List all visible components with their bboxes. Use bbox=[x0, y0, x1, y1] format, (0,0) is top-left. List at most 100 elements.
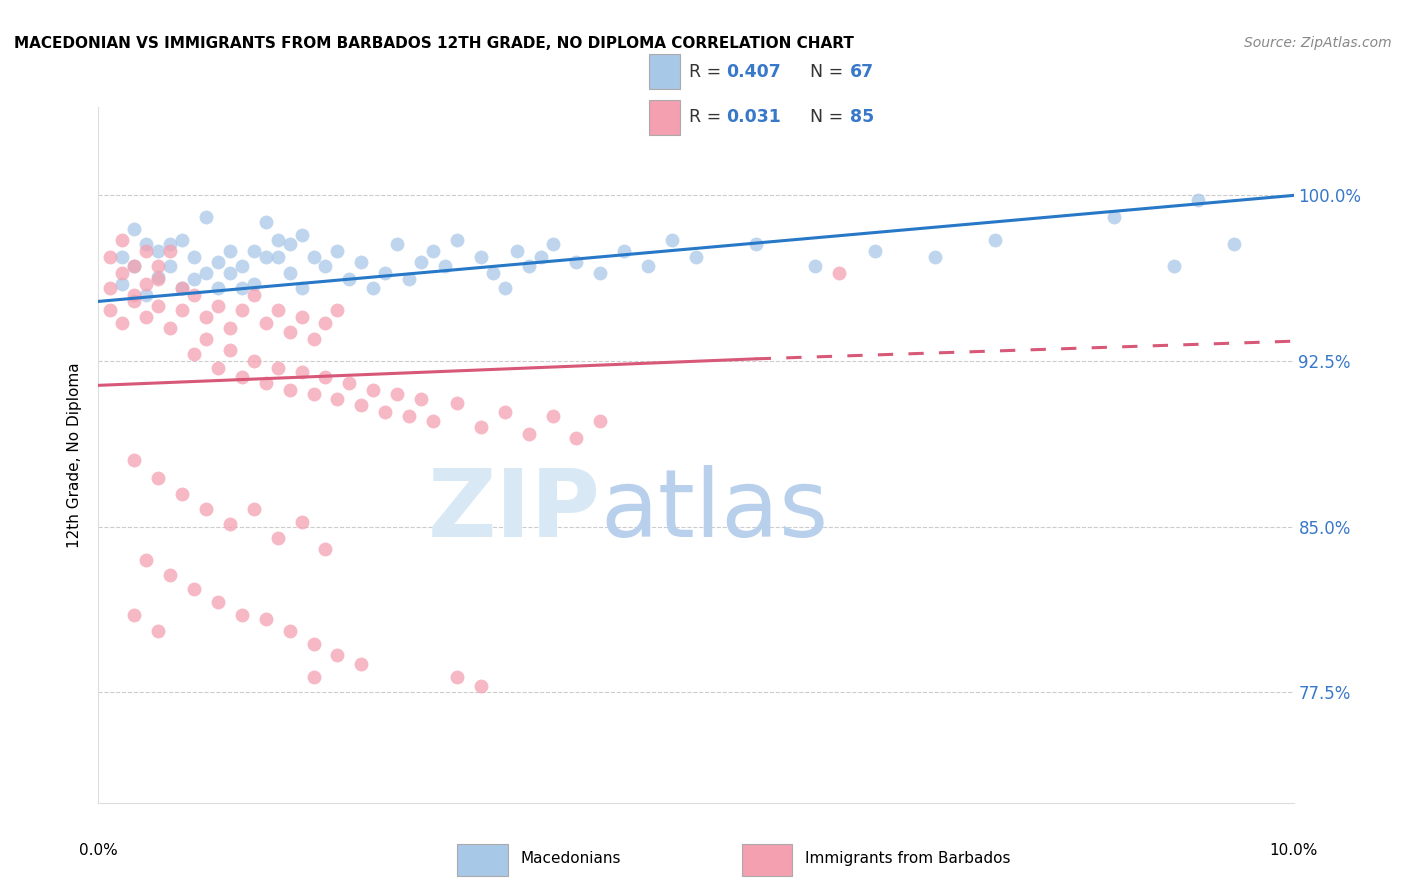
Point bbox=[315, 369, 337, 384]
Point bbox=[494, 405, 516, 419]
Point bbox=[231, 369, 253, 384]
Point bbox=[98, 250, 122, 264]
Point bbox=[326, 392, 349, 406]
Point bbox=[446, 670, 468, 684]
Text: R =: R = bbox=[689, 109, 727, 127]
Point bbox=[159, 244, 181, 258]
Text: 10.0%: 10.0% bbox=[1270, 843, 1317, 858]
Point bbox=[183, 582, 205, 596]
Point bbox=[243, 277, 266, 291]
Point bbox=[685, 250, 707, 264]
Point bbox=[517, 426, 540, 441]
Point bbox=[350, 398, 373, 412]
Point bbox=[865, 244, 887, 258]
Point bbox=[1223, 237, 1246, 252]
Point bbox=[111, 266, 134, 280]
Point bbox=[278, 266, 301, 280]
Point bbox=[159, 321, 181, 335]
Point bbox=[219, 266, 242, 280]
Point bbox=[111, 277, 134, 291]
FancyBboxPatch shape bbox=[650, 54, 681, 89]
Point bbox=[124, 608, 146, 623]
Point bbox=[350, 254, 373, 268]
Point bbox=[111, 317, 134, 331]
Point bbox=[291, 228, 314, 243]
Text: Immigrants from Barbados: Immigrants from Barbados bbox=[804, 851, 1011, 866]
Point bbox=[135, 237, 157, 252]
Text: Source: ZipAtlas.com: Source: ZipAtlas.com bbox=[1244, 36, 1392, 50]
Point bbox=[172, 233, 194, 247]
Point bbox=[195, 310, 218, 324]
Point bbox=[541, 409, 564, 424]
FancyBboxPatch shape bbox=[457, 844, 508, 876]
Point bbox=[219, 244, 242, 258]
Point bbox=[183, 347, 205, 361]
Point bbox=[231, 608, 253, 623]
Point bbox=[135, 287, 157, 301]
Point bbox=[470, 420, 492, 434]
Point bbox=[637, 259, 659, 273]
Point bbox=[183, 287, 205, 301]
Point bbox=[135, 244, 157, 258]
Point bbox=[530, 250, 553, 264]
Point bbox=[172, 281, 194, 295]
Point bbox=[470, 250, 492, 264]
Point bbox=[398, 272, 420, 286]
Point bbox=[254, 317, 277, 331]
Point bbox=[374, 266, 396, 280]
Point bbox=[172, 303, 194, 318]
Point bbox=[195, 211, 218, 225]
Point bbox=[302, 637, 325, 651]
Point bbox=[148, 259, 170, 273]
Point bbox=[267, 250, 290, 264]
Point bbox=[195, 266, 218, 280]
Point bbox=[135, 310, 157, 324]
Text: 67: 67 bbox=[851, 62, 875, 80]
Point bbox=[565, 431, 588, 445]
Point bbox=[385, 237, 409, 252]
Point bbox=[470, 679, 492, 693]
Point bbox=[315, 317, 337, 331]
Point bbox=[278, 237, 301, 252]
Point bbox=[422, 414, 444, 428]
Point bbox=[315, 541, 337, 556]
Point bbox=[302, 387, 325, 401]
Point bbox=[984, 233, 1007, 247]
Point bbox=[267, 531, 290, 545]
Text: 85: 85 bbox=[851, 109, 875, 127]
Point bbox=[374, 405, 396, 419]
Point bbox=[243, 244, 266, 258]
Point bbox=[207, 254, 229, 268]
Text: 0.407: 0.407 bbox=[727, 62, 782, 80]
Point bbox=[565, 254, 588, 268]
Point bbox=[411, 392, 433, 406]
Point bbox=[446, 233, 468, 247]
Point bbox=[302, 250, 325, 264]
Point bbox=[541, 237, 564, 252]
Text: N =: N = bbox=[810, 62, 849, 80]
Point bbox=[517, 259, 540, 273]
Point bbox=[363, 383, 385, 397]
Point bbox=[148, 624, 170, 638]
Point bbox=[267, 303, 290, 318]
Point bbox=[98, 303, 122, 318]
Point bbox=[124, 453, 146, 467]
Point bbox=[398, 409, 420, 424]
Point bbox=[291, 516, 314, 530]
Point bbox=[589, 414, 612, 428]
Point bbox=[148, 299, 170, 313]
Point bbox=[385, 387, 409, 401]
Point bbox=[613, 244, 636, 258]
Point bbox=[661, 233, 683, 247]
Point bbox=[589, 266, 612, 280]
Point bbox=[243, 354, 266, 368]
Point bbox=[828, 266, 851, 280]
Point bbox=[183, 250, 205, 264]
Point bbox=[231, 259, 253, 273]
Point bbox=[326, 648, 349, 662]
Point bbox=[411, 254, 433, 268]
Text: ZIP: ZIP bbox=[427, 465, 600, 557]
Text: N =: N = bbox=[810, 109, 849, 127]
Point bbox=[254, 215, 277, 229]
Point bbox=[302, 670, 325, 684]
